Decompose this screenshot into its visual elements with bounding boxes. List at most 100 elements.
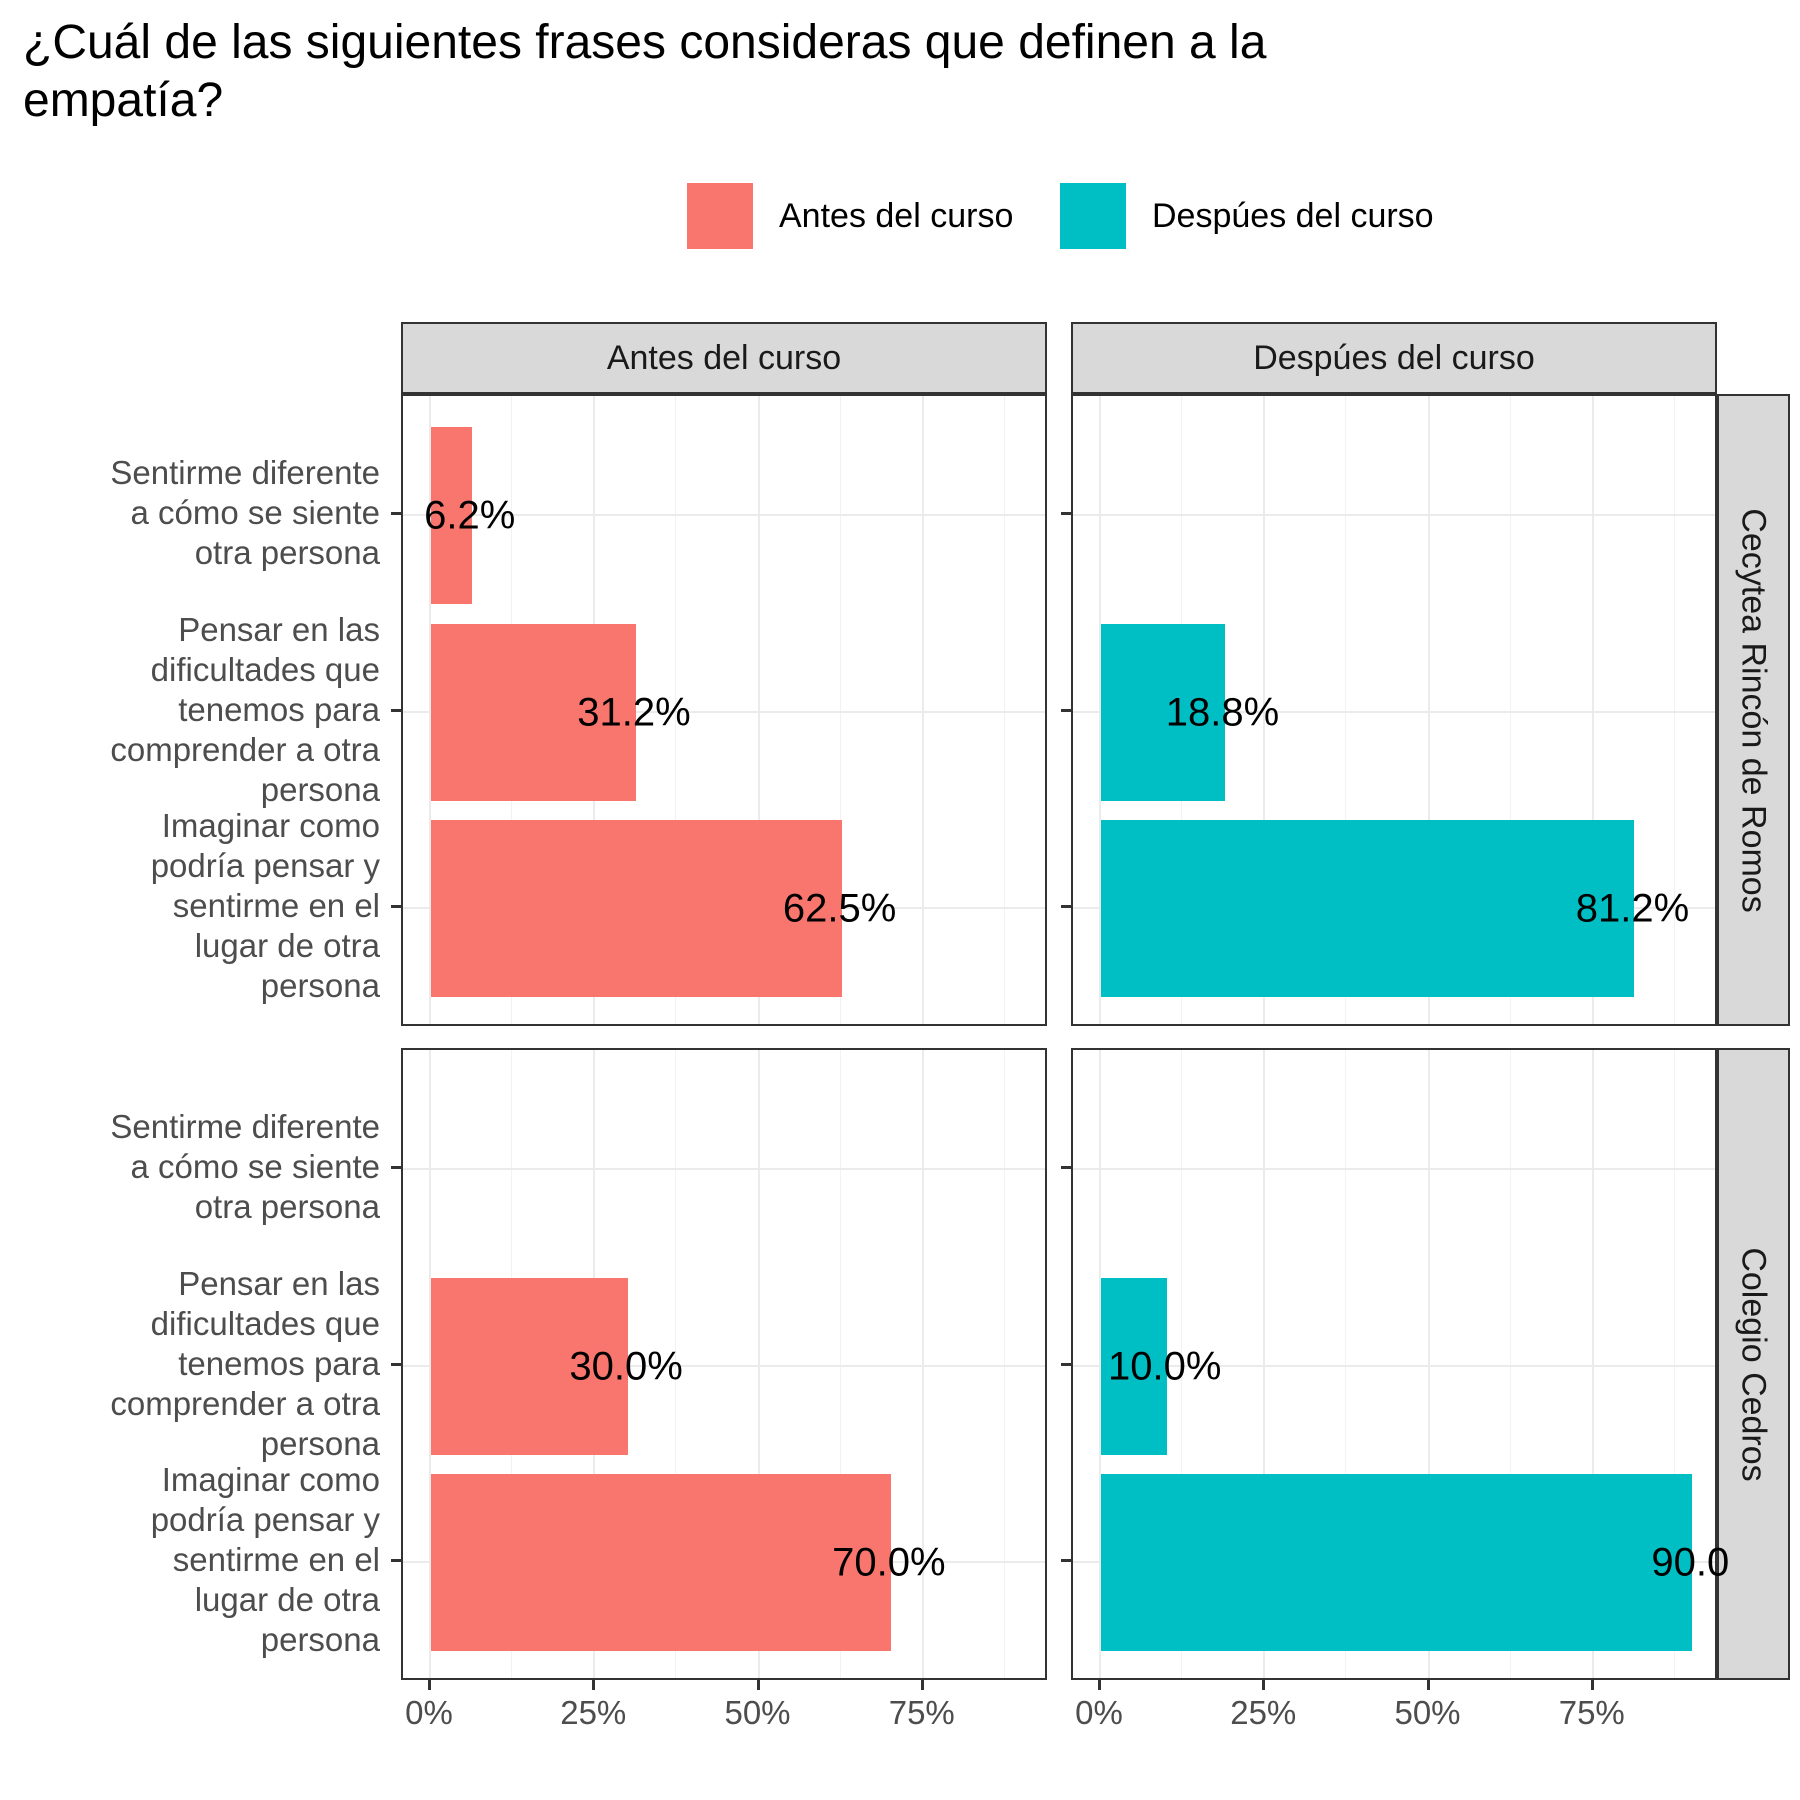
x-tick-label-despues-del-curso-0: 0% [1075,1694,1123,1731]
bar-cecytea-rincon-de-romos-antes-del-curso-2 [431,623,636,801]
legend-key-antes [687,183,753,249]
y-label-line: persona [260,1621,380,1658]
y-label-line: sentirme en el [172,1541,380,1578]
bar-colegio-cedros-antes-del-curso-2 [431,1277,629,1455]
y-label-line: otra persona [194,1188,380,1225]
gridline-major [1427,396,1430,1024]
x-tick-label-antes-del-curso-0: 0% [405,1694,453,1731]
y-tick [391,1166,401,1169]
y-label-line: lugar de otra [194,927,380,964]
gridline-horizontal [403,711,1045,713]
gridline-minor [1003,1050,1005,1678]
legend-label-despues: Despúes del curso [1152,197,1434,235]
gridline-horizontal [1073,1365,1715,1367]
gridline-minor [1673,396,1675,1024]
panel-colegio-cedros-despues-del-curso [1071,1048,1717,1680]
x-tick-label-despues-del-curso-2: 50% [1394,1694,1461,1731]
y-tick [1061,1166,1071,1169]
gridline-major [1427,1050,1430,1678]
strip-col-despues-label: Despúes del curso [1253,338,1535,377]
gridline-minor [839,1050,841,1678]
y-label-line: dificultades que [150,1305,380,1342]
bar-cecytea-rincon-de-romos-antes-del-curso-3 [431,819,842,997]
y-label-cecytea-rincon-de-romos-1: Sentirme diferente a cómo se siente otra p… [10,453,380,573]
bar-label-colegio-cedros-antes-del-curso-3: 70.0% [832,1540,946,1585]
bar-label-cecytea-rincon-de-romos-antes-del-curso-2: 31.2% [577,690,691,735]
y-label-colegio-cedros-1: Sentirme diferente a cómo se siente otra p… [10,1107,380,1227]
strip-row-cecytea-label: Cecytea Rincón de Romos [1735,507,1774,913]
y-label-line: a cómo se siente [130,494,380,531]
panel-cecytea-rincon-de-romos-despues-del-curso [1071,394,1717,1026]
bar-label-colegio-cedros-despues-del-curso-2: 10.0% [1107,1344,1222,1389]
x-tick [1098,1680,1101,1690]
y-label-line: comprender a otra [110,731,380,768]
y-tick [391,1559,401,1562]
strip-col-antes-label: Antes del curso [606,338,842,377]
legend-label-antes: Antes del curso [779,197,1014,235]
y-tick [1061,905,1071,908]
bar-label-cecytea-rincon-de-romos-despues-del-curso-2: 18.8% [1165,690,1280,735]
x-tick [592,1680,596,1690]
y-tick [391,709,401,712]
bar-label-cecytea-rincon-de-romos-despues-del-curso-3: 81.2% [1575,886,1690,931]
gridline-major [757,396,760,1024]
gridline-minor [1509,396,1511,1024]
y-label-line: Sentirme diferente [110,1108,380,1145]
gridline-major [757,1050,760,1678]
chart-title-line-1: ¿Cuál de las siguientes frases considera… [23,16,1267,69]
y-label-line: sentirme en el [172,887,380,924]
bar-label-colegio-cedros-despues-del-curso-3: 90.0 [1651,1540,1730,1585]
gridline-major [1099,1050,1101,1678]
gridline-major [1263,396,1266,1024]
y-label-line: Imaginar como [161,1461,380,1498]
gridline-major [1263,1050,1266,1678]
y-label-line: comprender a otra [110,1385,380,1422]
gridline-major [921,1050,924,1678]
y-tick [1061,512,1071,515]
bar-label-cecytea-rincon-de-romos-antes-del-curso-1: 6.2% [424,493,516,538]
chart-title-line-2: empatía? [23,74,224,127]
gridline-minor [675,396,677,1024]
gridline-minor [1345,1050,1347,1678]
strip-row-cedros: Colegio Cedros [1717,1048,1790,1680]
gridline-minor [1003,396,1005,1024]
chart-title: ¿Cuál de las siguientes frases considera… [23,14,1723,130]
gridline-minor [839,396,841,1024]
panel-cecytea-rincon-de-romos-antes-del-curso [401,394,1047,1026]
bar-colegio-cedros-antes-del-curso-3 [431,1473,891,1651]
y-label-line: podría pensar y [150,1501,380,1538]
gridline-minor [1509,1050,1511,1678]
bar-label-colegio-cedros-antes-del-curso-2: 30.0% [569,1344,683,1389]
y-tick [1061,709,1071,712]
gridline-horizontal [403,514,1045,516]
strip-col-antes: Antes del curso [401,322,1047,394]
y-label-line: persona [260,967,380,1004]
gridline-horizontal [403,1168,1045,1170]
y-label-line: Pensar en las [178,611,380,648]
x-tick-label-antes-del-curso-2: 50% [724,1694,791,1731]
y-label-line: tenemos para [178,1345,380,1382]
x-tick [1590,1680,1594,1690]
y-label-colegio-cedros-3: Imaginar como podría pensar y sentirme en … [10,1460,380,1660]
gridline-major [429,1050,431,1678]
y-label-line: persona [260,771,380,808]
bar-cecytea-rincon-de-romos-despues-del-curso-3 [1101,819,1635,997]
y-label-cecytea-rincon-de-romos-2: Pensar en las dificultades que tenemos par… [10,610,380,810]
y-label-line: lugar de otra [194,1581,380,1618]
strip-row-cecytea: Cecytea Rincón de Romos [1717,394,1790,1026]
x-tick [428,1680,431,1690]
gridline-horizontal [1073,1168,1715,1170]
gridline-horizontal [403,1365,1045,1367]
y-tick [391,1363,401,1366]
gridline-major [1591,1050,1594,1678]
strip-row-cedros-label: Colegio Cedros [1735,1246,1774,1482]
bar-colegio-cedros-despues-del-curso-3 [1101,1473,1693,1651]
y-tick [1061,1559,1071,1562]
y-label-line: Sentirme diferente [110,454,380,491]
gridline-minor [675,1050,677,1678]
y-label-colegio-cedros-2: Pensar en las dificultades que tenemos par… [10,1264,380,1464]
gridline-horizontal [1073,514,1715,516]
x-tick-label-despues-del-curso-1: 25% [1230,1694,1297,1731]
gridline-minor [1345,396,1347,1024]
